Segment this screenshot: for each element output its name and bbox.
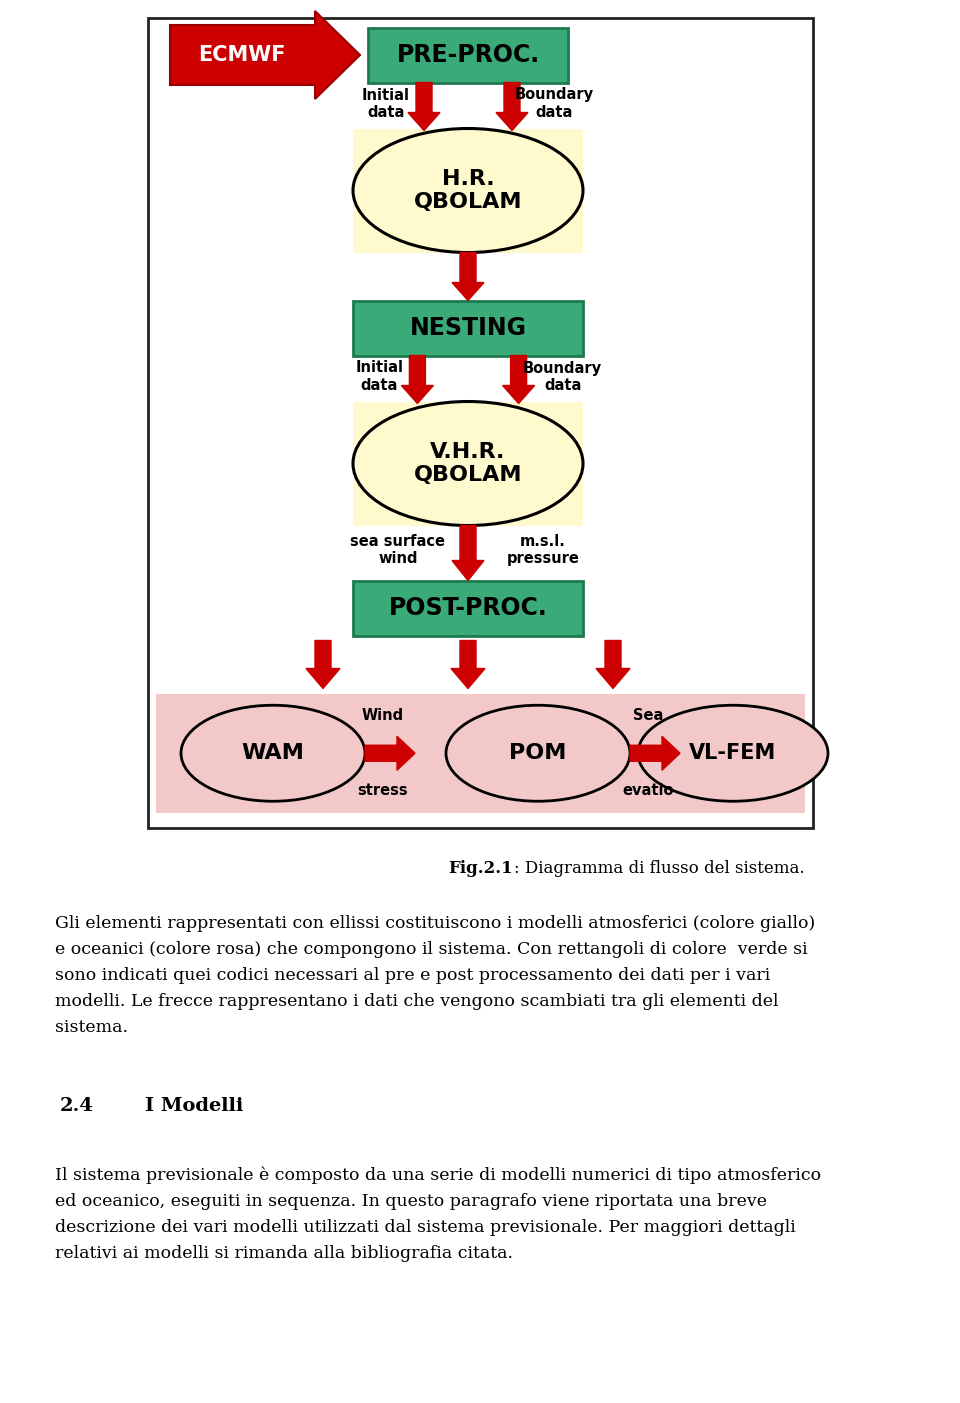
Ellipse shape [353,401,583,526]
FancyBboxPatch shape [353,581,583,636]
Text: sono indicati quei codici necessari al pre e post processamento dei dati per i v: sono indicati quei codici necessari al p… [55,967,770,984]
Text: Boundary
data: Boundary data [523,361,602,393]
Text: WAM: WAM [242,744,304,763]
Polygon shape [401,355,433,404]
Text: Boundary
data: Boundary data [515,87,593,119]
Text: modelli. Le frecce rappresentano i dati che vengono scambiati tra gli elementi d: modelli. Le frecce rappresentano i dati … [55,993,779,1010]
Polygon shape [451,641,485,689]
Text: V.H.R.
QBOLAM: V.H.R. QBOLAM [414,442,522,485]
FancyBboxPatch shape [353,129,583,253]
Text: I Modelli: I Modelli [145,1097,244,1115]
Text: Initial
data: Initial data [355,361,403,393]
Text: ECMWF: ECMWF [199,45,286,65]
Ellipse shape [446,706,630,801]
Text: Fig.2.1: Fig.2.1 [448,860,513,877]
Text: stress: stress [358,783,408,798]
Polygon shape [408,83,440,130]
Text: Sea: Sea [633,709,663,724]
Text: descrizione dei vari modelli utilizzati dal sistema previsionale. Per maggiori d: descrizione dei vari modelli utilizzati … [55,1219,796,1236]
Text: PRE-PROC.: PRE-PROC. [396,43,540,67]
Text: 2.4: 2.4 [60,1097,94,1115]
FancyBboxPatch shape [368,28,568,83]
Text: ed oceanico, eseguiti in sequenza. In questo paragrafo viene riportata una breve: ed oceanico, eseguiti in sequenza. In qu… [55,1193,767,1209]
Text: m.s.l.
pressure: m.s.l. pressure [507,533,580,565]
Text: : Diagramma di flusso del sistema.: : Diagramma di flusso del sistema. [515,860,805,877]
FancyBboxPatch shape [156,693,805,812]
FancyBboxPatch shape [148,18,813,828]
Text: Il sistema previsionale è composto da una serie di modelli numerici di tipo atmo: Il sistema previsionale è composto da un… [55,1167,821,1184]
Polygon shape [306,641,340,689]
Text: relativi ai modelli si rimanda alla bibliografia citata.: relativi ai modelli si rimanda alla bibl… [55,1244,513,1263]
Polygon shape [596,641,630,689]
Text: sistema.: sistema. [55,1019,128,1035]
Text: H.R.
QBOLAM: H.R. QBOLAM [414,168,522,212]
Text: sea surface
wind: sea surface wind [350,533,445,565]
Polygon shape [365,737,415,770]
Text: POM: POM [510,744,566,763]
Text: e oceanici (colore rosa) che compongono il sistema. Con rettangoli di colore  ve: e oceanici (colore rosa) che compongono … [55,941,807,958]
Ellipse shape [638,706,828,801]
Ellipse shape [353,129,583,253]
Text: POST-PROC.: POST-PROC. [389,596,547,620]
Text: NESTING: NESTING [410,316,526,340]
FancyBboxPatch shape [353,401,583,526]
FancyBboxPatch shape [353,300,583,355]
Polygon shape [452,253,484,300]
Polygon shape [503,355,535,404]
Polygon shape [496,83,528,130]
Text: VL-FEM: VL-FEM [689,744,777,763]
Polygon shape [452,526,484,581]
Polygon shape [630,737,680,770]
Ellipse shape [181,706,365,801]
Text: Initial
data: Initial data [362,87,410,119]
Text: evatio: evatio [622,783,674,798]
Text: Wind: Wind [362,709,404,724]
Polygon shape [170,11,360,100]
Text: Gli elementi rappresentati con ellissi costituiscono i modelli atmosferici (colo: Gli elementi rappresentati con ellissi c… [55,915,815,932]
